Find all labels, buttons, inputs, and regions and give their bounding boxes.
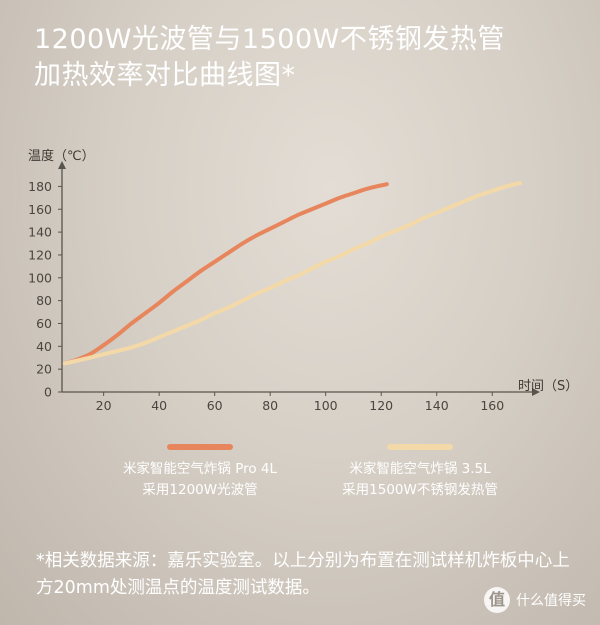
series-line-1 <box>62 182 389 366</box>
chart-title-line2: 加热效率对比曲线图* <box>34 60 296 91</box>
y-tick-label: 0 <box>44 385 52 400</box>
y-tick-label: 60 <box>36 316 52 331</box>
chart: 温度（℃） 时间（S） 0 20 40 60 80 100 120 140 160 180 20 40 60… <box>28 148 579 498</box>
legend-label-1-line1: 米家智能空气炸锅 Pro 4L <box>123 460 278 477</box>
x-tick-label: 60 <box>207 398 223 413</box>
legend-label-2-line2: 采用1500W不锈钢发热管 <box>342 482 498 498</box>
y-tick-label: 40 <box>36 339 52 354</box>
x-tick-label: 20 <box>96 398 112 413</box>
x-axis-title: 时间（S） <box>518 379 578 394</box>
x-axis-arrow-icon <box>532 388 540 396</box>
x-tick-label: 100 <box>314 398 338 413</box>
x-tick-label: 40 <box>151 398 167 413</box>
y-axis-title: 温度（℃） <box>28 148 95 164</box>
legend-label-2-line1: 米家智能空气炸锅 3.5L <box>349 460 491 477</box>
watermark: 值 什么值得买 <box>484 587 586 613</box>
watermark-text: 什么值得买 <box>516 593 586 609</box>
chart-title: 1200W光波管与1500W不锈钢发热管 加热效率对比曲线图* <box>34 22 584 94</box>
x-tick-label: 120 <box>369 398 393 413</box>
y-tick-label: 120 <box>28 247 52 262</box>
legend-label-1-line2: 采用1200W光波管 <box>142 482 257 498</box>
series-line-2 <box>62 180 522 366</box>
y-tick-label: 80 <box>36 293 52 308</box>
x-tick-label: 140 <box>425 398 449 413</box>
y-tick-label: 180 <box>28 179 52 194</box>
y-tick-label: 160 <box>28 202 52 217</box>
footnote: *相关数据来源：嘉乐实验室。以上分别为布置在测试样机炸板中心上方20mm处测温点… <box>36 551 570 598</box>
y-tick-label: 140 <box>28 225 52 240</box>
y-tick-label: 100 <box>28 270 52 285</box>
y-tick-label: 20 <box>36 362 52 377</box>
watermark-logo-icon: 值 <box>484 587 510 613</box>
x-tick-label: 160 <box>480 398 504 413</box>
x-tick-label: 80 <box>262 398 278 413</box>
chart-title-line1: 1200W光波管与1500W不锈钢发热管 <box>34 24 505 55</box>
y-axis-arrow-icon <box>58 161 66 169</box>
